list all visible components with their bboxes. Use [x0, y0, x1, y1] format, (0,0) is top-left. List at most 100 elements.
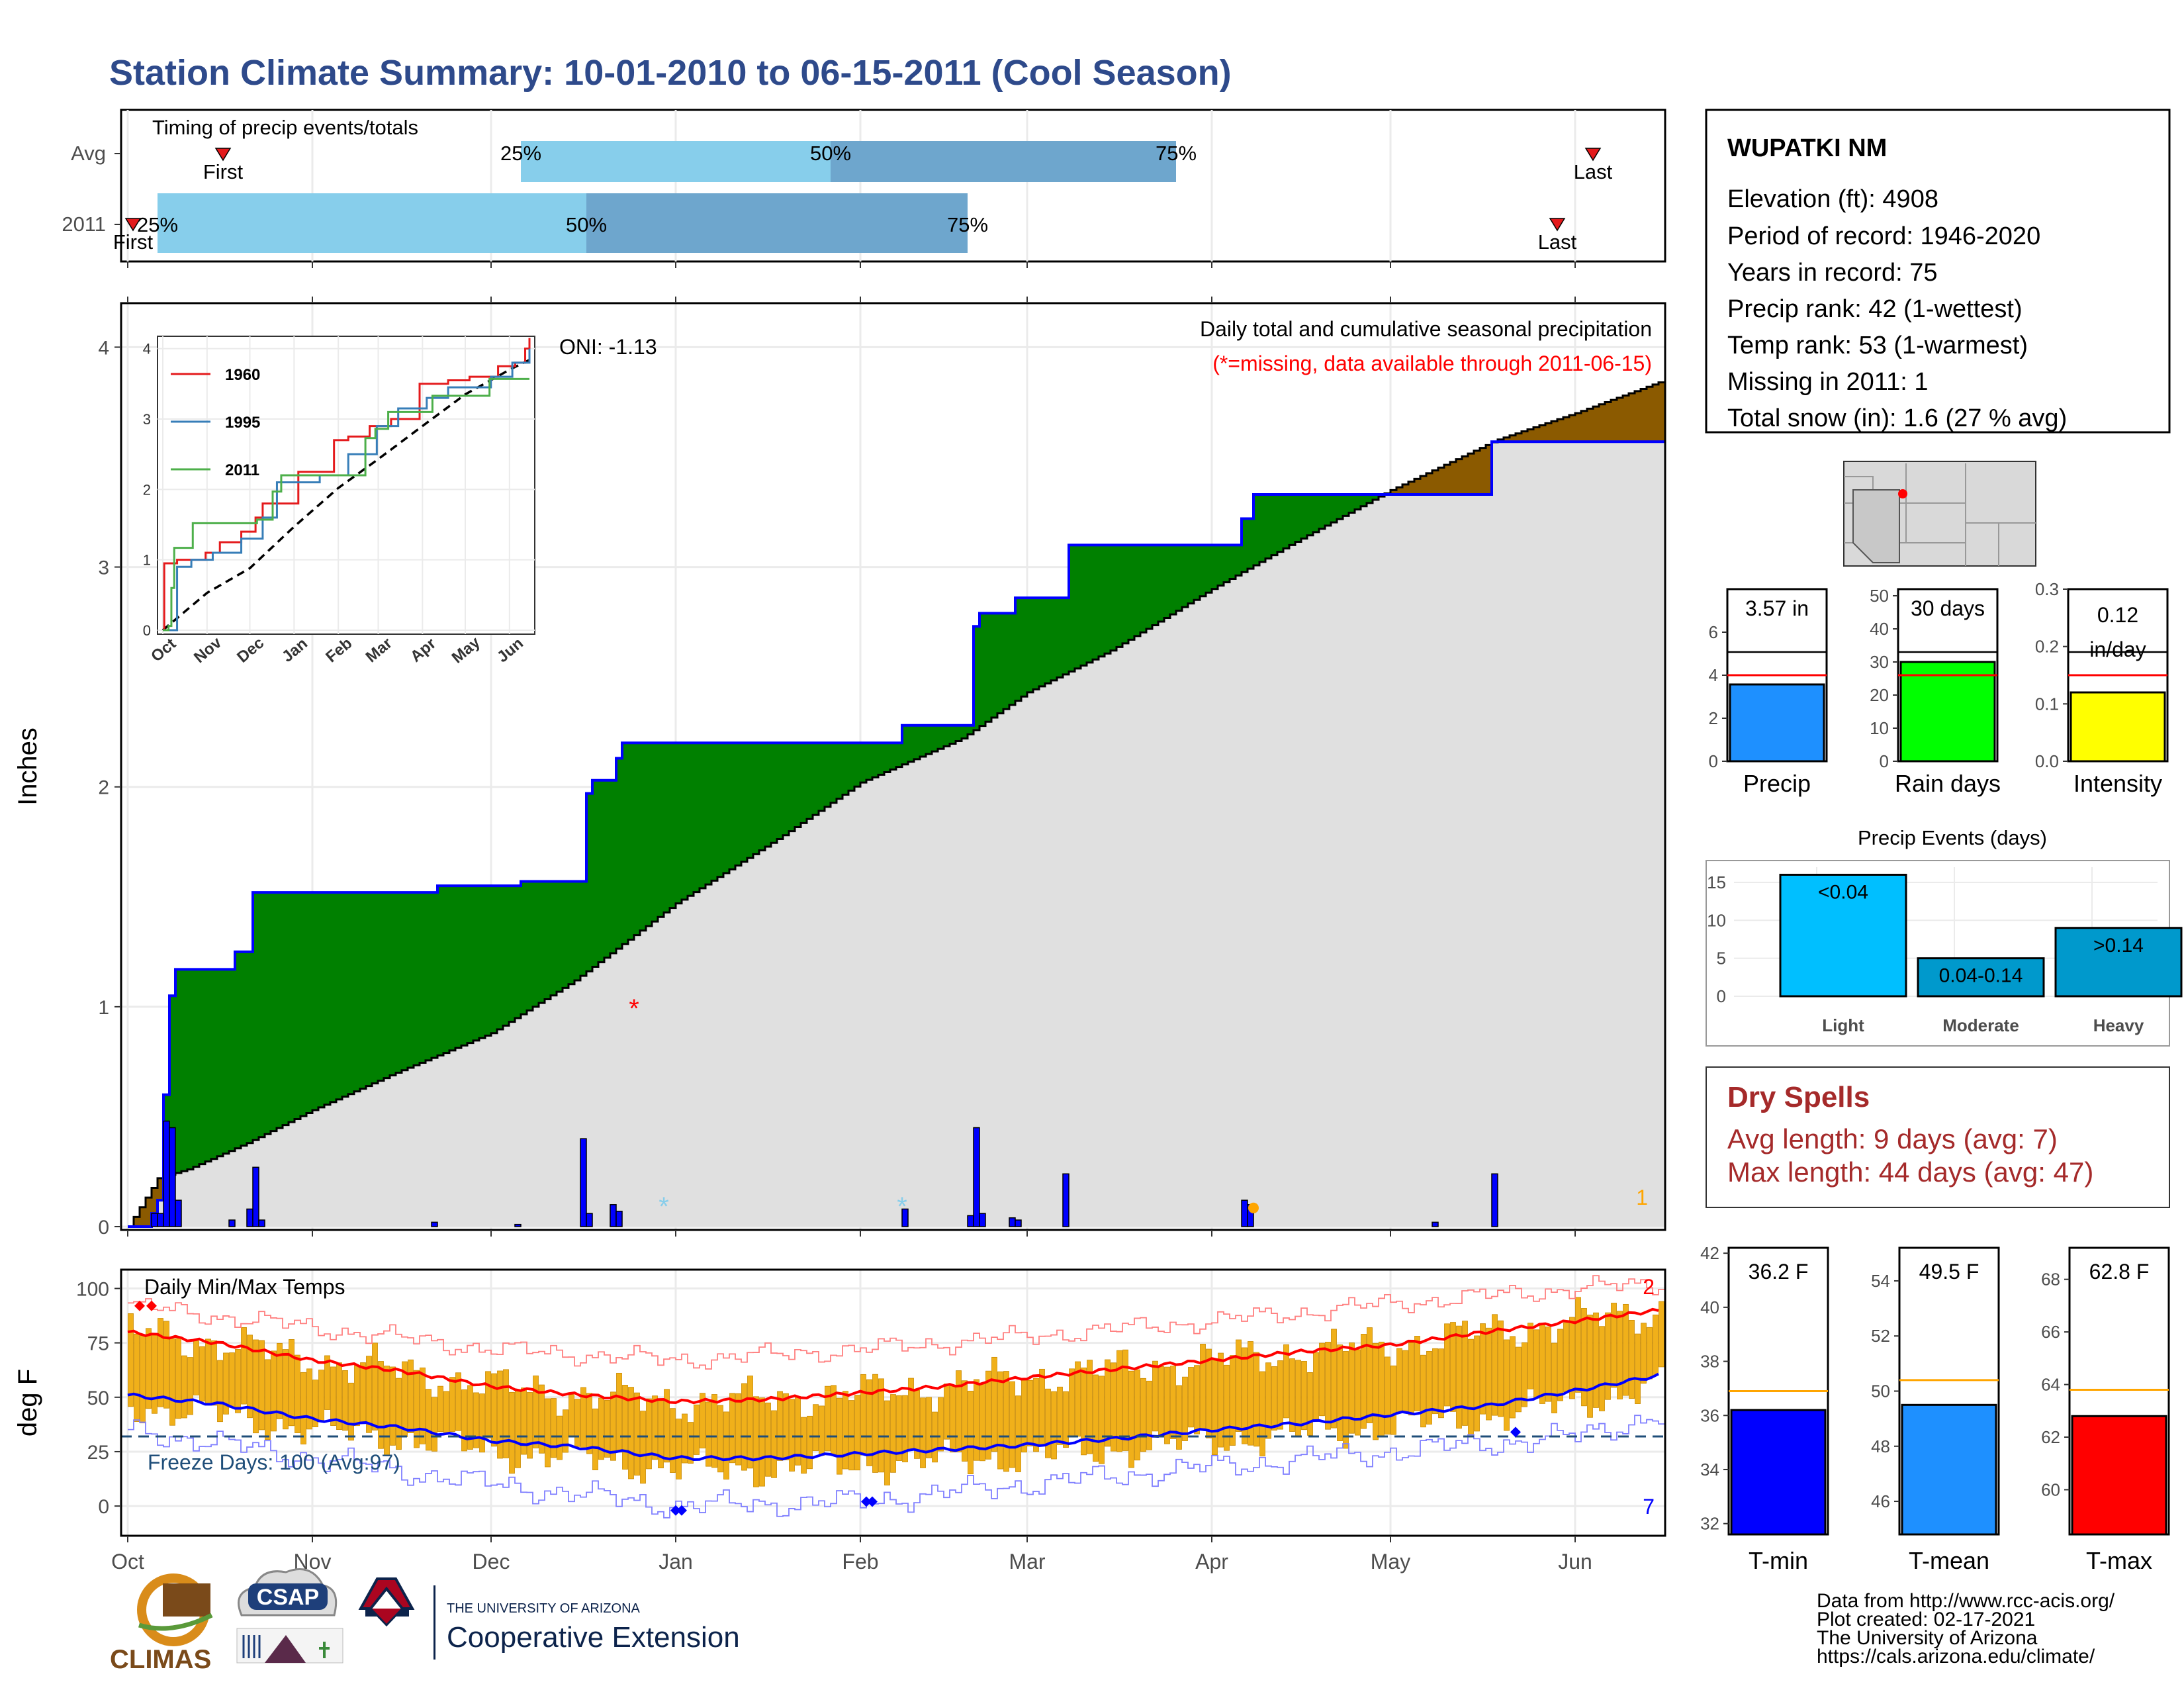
above-average-area [1307, 494, 1314, 536]
last-event-marker [1584, 148, 1602, 162]
inset-y-tick-label: 0 [143, 622, 151, 639]
above-average-area [950, 725, 956, 744]
daily-temp-range-bar [563, 1409, 569, 1453]
inset-average-line [161, 359, 530, 632]
above-average-area [741, 743, 748, 862]
below-average-area [1480, 447, 1486, 494]
above-average-area [330, 892, 337, 1102]
last-event-label: Last [1574, 160, 1613, 183]
temp-y-axis-label: deg F [13, 1369, 42, 1436]
inset-legend-label: 1960 [225, 366, 260, 384]
snow-marker: * [659, 1192, 669, 1221]
temp-summary-y-tick-label: 66 [2041, 1322, 2060, 1342]
daily-temp-range-bar [408, 1359, 414, 1433]
daily-temp-range-bar [372, 1342, 378, 1430]
temp-summary-y-tick-label: 32 [1700, 1514, 1719, 1534]
daily-temp-range-bar [527, 1392, 533, 1459]
daily-temp-range-bar [920, 1397, 926, 1468]
above-average-area [1224, 545, 1230, 583]
precip-chart-subtitle: (*=missing, data available through 2011-… [1212, 352, 1652, 375]
average-min-line [127, 1372, 1659, 1462]
above-average-area [1313, 494, 1320, 532]
daily-temp-range-bar [1629, 1319, 1635, 1399]
below-average-area [158, 1178, 164, 1201]
temp-summary-y-tick-label: 64 [2041, 1375, 2060, 1395]
above-average-area [420, 892, 426, 1063]
summary-y-tick-label: 20 [1870, 685, 1889, 705]
temp-summary-y-tick-label: 50 [1871, 1382, 1890, 1401]
daily-temp-range-bar [1057, 1386, 1063, 1445]
daily-temp-range-bar [1116, 1350, 1122, 1452]
timing-panel: 25% 50% 75% First Last 25% 50% 75% First Last Tim… [62, 109, 1666, 268]
above-average-area [902, 725, 909, 765]
below-average-area [1468, 453, 1475, 494]
daily-temp-range-bar [1438, 1348, 1444, 1419]
below-average-area [1522, 431, 1528, 442]
above-average-area [217, 969, 224, 1156]
temp-summary-y-tick-label: 62 [2041, 1427, 2060, 1447]
above-average-area [1331, 494, 1338, 523]
daily-precip-bar [1491, 1173, 1498, 1227]
daily-temp-range-bar [1200, 1344, 1206, 1429]
average-cumulative-area [128, 382, 1664, 1227]
below-average-area [1647, 387, 1653, 442]
temp-summary-y-tick-label: 68 [2041, 1270, 2060, 1289]
above-average-area [1116, 545, 1123, 647]
above-average-area [169, 996, 176, 1175]
summary-value-bar [1729, 683, 1825, 763]
above-average-area [1325, 494, 1332, 526]
daily-temp-range-bar [700, 1393, 705, 1448]
daily-temp-range-bar [414, 1370, 420, 1448]
timing-bar-q50-q75 [586, 193, 968, 253]
daily-temp-range-bar [807, 1415, 813, 1470]
above-average-area [306, 892, 313, 1113]
daily-temp-range-bar [676, 1419, 682, 1479]
daily-temp-range-bar [1504, 1339, 1510, 1431]
above-average-area [473, 886, 480, 1041]
daily-temp-range-bar [306, 1368, 312, 1430]
daily-temp-range-bar [348, 1382, 354, 1441]
below-average-area [1432, 470, 1439, 494]
daily-temp-range-bar [229, 1352, 235, 1408]
temp-summary-y-tick-label: 36 [1700, 1405, 1719, 1425]
daily-temp-range-bar [1140, 1378, 1146, 1452]
record-high-line [128, 1275, 1664, 1370]
daily-temp-range-bar [634, 1392, 640, 1476]
above-average-area [878, 743, 885, 775]
events-bar [1917, 957, 2045, 998]
daily-temp-range-bar [235, 1349, 241, 1413]
above-average-area [664, 743, 670, 913]
above-average-area [1045, 598, 1052, 684]
daily-temp-range-bar [664, 1389, 670, 1463]
ua-cooperative-extension-text: Cooperative Extension [447, 1621, 740, 1654]
daily-temp-range-bar [1093, 1374, 1099, 1462]
above-average-area [1063, 598, 1069, 675]
average-max-line [127, 1307, 1659, 1405]
above-average-area [914, 725, 921, 759]
snow-marker: * [897, 1192, 907, 1221]
above-average-area [336, 892, 343, 1100]
temp-summary-bar [2071, 1415, 2167, 1536]
daily-temp-range-bar [443, 1391, 449, 1434]
daily-temp-range-bar [1128, 1370, 1134, 1468]
above-average-area [1343, 494, 1349, 516]
summary-y-tick-label: 0 [1709, 751, 1718, 771]
above-average-area [1361, 494, 1367, 506]
above-average-area [890, 743, 897, 770]
above-average-area [1152, 545, 1159, 626]
daily-temp-range-bar [1105, 1359, 1111, 1447]
above-average-area [175, 969, 182, 1173]
above-average-area [283, 892, 289, 1125]
daily-temp-range-bar [1599, 1326, 1605, 1411]
daily-temp-range-bar [1212, 1358, 1218, 1456]
daily-temp-range-bar [318, 1370, 324, 1422]
daily-temp-range-bar [1134, 1369, 1140, 1461]
timing-bar-q50-q75 [831, 141, 1176, 182]
daily-temp-range-bar [974, 1379, 979, 1461]
above-average-area [366, 892, 373, 1086]
credit-website: https://cals.arizona.edu/climate/ [1817, 1646, 2095, 1667]
above-average-area [1277, 494, 1284, 552]
daily-temp-range-bar [574, 1399, 580, 1447]
daily-temp-range-bar [420, 1367, 426, 1444]
above-average-area [348, 892, 355, 1094]
